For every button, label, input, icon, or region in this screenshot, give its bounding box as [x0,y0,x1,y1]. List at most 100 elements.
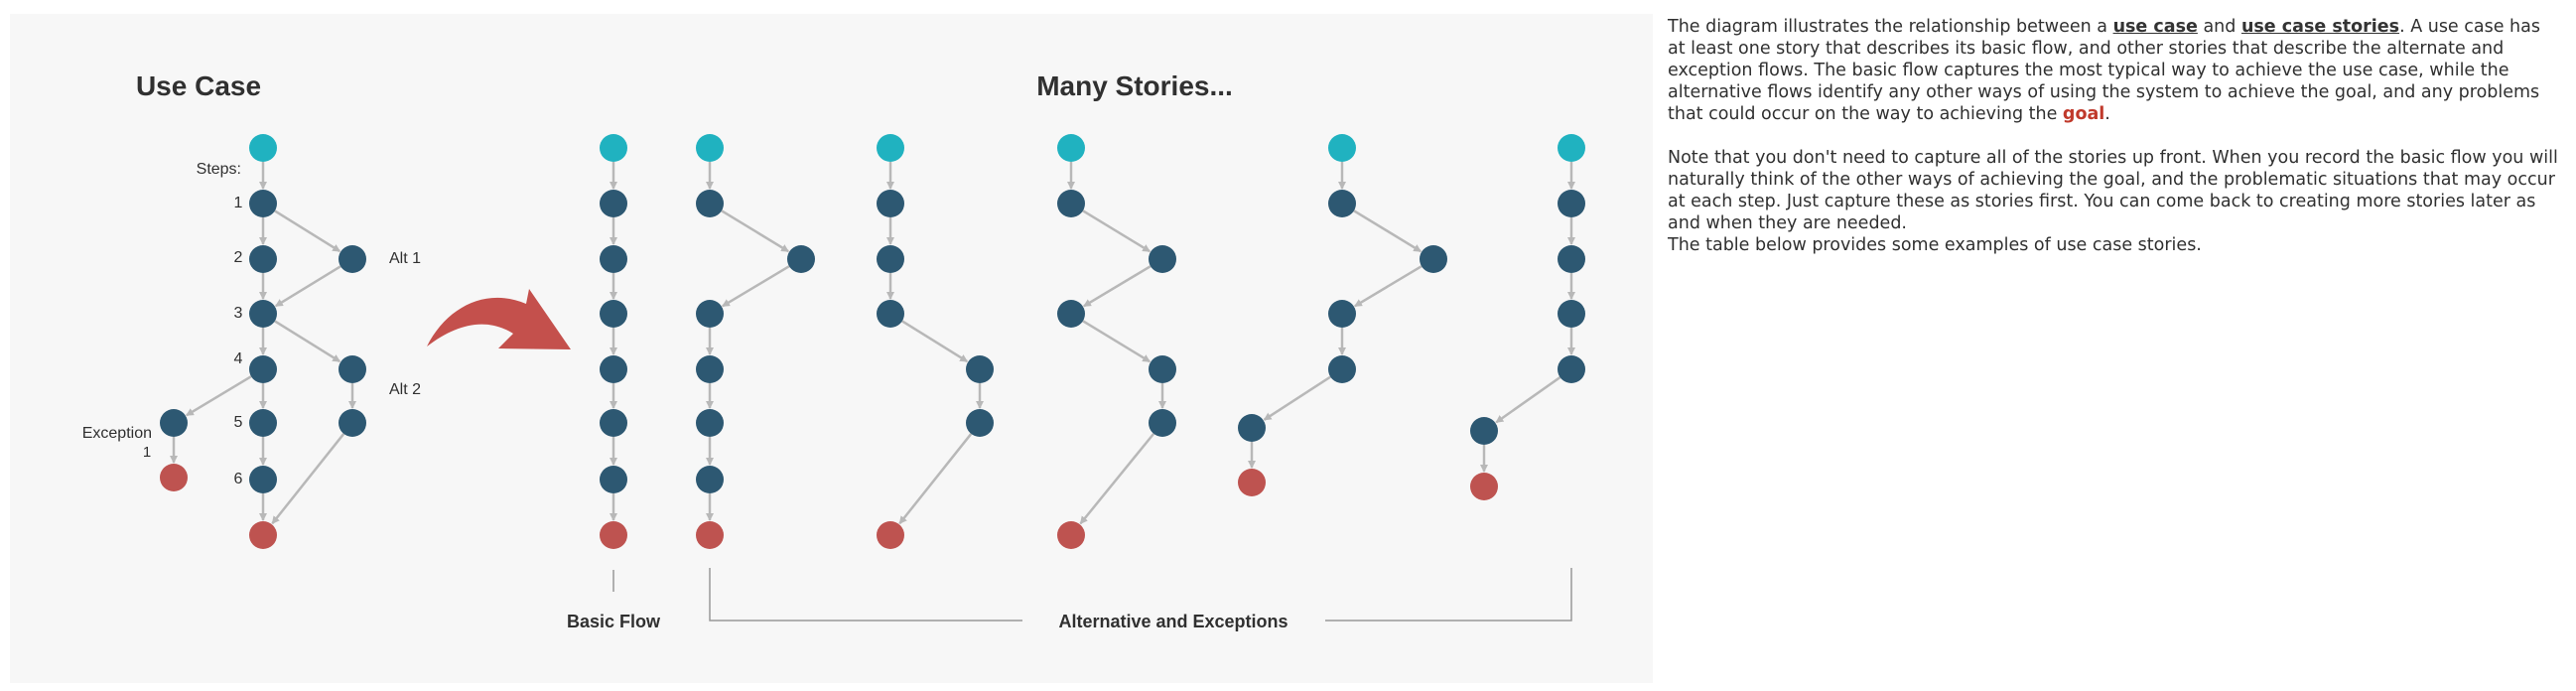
basic-flow-step-node [600,466,627,493]
use-case-step-node [339,355,366,383]
story-4-step-node [1149,409,1176,437]
story-5-connector [1263,375,1331,421]
story-5-end-node [1238,469,1266,496]
p1-and: and [2197,17,2241,37]
story-5-step-node [1238,414,1266,442]
use-case-end-node [249,521,277,549]
story-6-step-node [1558,300,1585,328]
alternatives-bracket [709,568,1572,622]
story-3-step-node [966,409,994,437]
basic-flow-step-node [600,190,627,217]
curved-arrow-icon [427,289,571,349]
step-number-1: 1 [234,195,243,211]
story-2-step-node [696,300,724,328]
use-case-title: Use Case [136,70,261,101]
use-case-stories-link[interactable]: use case stories [2240,17,2400,37]
use-case-step-node [249,409,277,437]
story-3-step-node [877,245,904,273]
story-4-connector [1082,320,1152,363]
story-4-step-node [1057,300,1085,328]
p1-end: . [2104,104,2110,124]
story-2-end-node [696,521,724,549]
use-case-step-node [249,466,277,493]
basic-flow-start-node [600,134,627,162]
use-case-connector [271,433,345,525]
story-3-step-node [877,300,904,328]
story-5-step-node [1420,245,1447,273]
story-5-step-node [1328,300,1356,328]
step-number-5: 5 [234,414,243,431]
use-case-connector [274,320,341,363]
story-3-step-node [966,355,994,383]
description-paragraph-3: The table below provides some examples o… [1668,235,2202,255]
story-6-step-node [1558,355,1585,383]
steps-label: Steps: [197,161,241,178]
story-6-step-node [1470,417,1498,445]
story-6-start-node [1558,134,1585,162]
story-3-connector [901,320,969,363]
story-2-start-node [696,134,724,162]
story-4-step-node [1149,245,1176,273]
step-number-2: 2 [234,249,243,266]
story-4-start-node [1057,134,1085,162]
basic-flow-label: Basic Flow [567,612,661,631]
use-case-link[interactable]: use case [2112,17,2198,37]
use-case-step-node [249,355,277,383]
description-text: The diagram illustrates the relationship… [1668,16,2561,256]
flow-nodes [160,134,1585,549]
story-5-start-node [1328,134,1356,162]
story-5-connector [1353,209,1423,253]
basic-flow-step-node [600,300,627,328]
use-case-start-node [249,134,277,162]
alternatives-label: Alternative and Exceptions [1058,612,1288,631]
story-4-step-node [1057,190,1085,217]
description-paragraph-2: Note that you don't need to capture all … [1668,148,2558,233]
p1-prefix: The diagram illustrates the relationship… [1668,17,2113,37]
goal-highlight: goal [2062,104,2105,124]
story-6-end-node [1470,473,1498,500]
step-number-3: 3 [234,305,243,322]
use-case-step-node [249,300,277,328]
use-case-step-node [249,245,277,273]
basic-flow-step-node [600,409,627,437]
story-2-connector [722,265,790,308]
exception-number: 1 [143,444,151,461]
story-3-step-node [877,190,904,217]
step-number-6: 6 [234,471,243,487]
use-case-step-node [339,245,366,273]
story-2-step-node [696,190,724,217]
story-6-step-node [1558,190,1585,217]
flow-connectors [170,162,1575,525]
story-2-step-node [787,245,815,273]
story-5-step-node [1328,190,1356,217]
story-3-start-node [877,134,904,162]
story-4-connector [1082,209,1152,253]
story-6-connector [1495,376,1561,424]
use-case-diagram: Use Case Many Stories... Steps: 1 2 3 4 … [82,70,1585,631]
story-4-connector [1083,265,1152,308]
diagram-panel: Use Case Many Stories... Steps: 1 2 3 4 … [10,14,1653,683]
use-case-connector [274,265,341,308]
use-case-end-node [160,464,188,491]
basic-flow-step-node [600,245,627,273]
use-case-step-node [160,409,188,437]
story-4-end-node [1057,521,1085,549]
story-3-connector [898,433,973,525]
story-5-step-node [1328,355,1356,383]
alt1-label: Alt 1 [389,250,421,267]
description-paragraph-1: The diagram illustrates the relationship… [1668,16,2561,125]
basic-flow-step-node [600,355,627,383]
story-2-step-node [696,409,724,437]
alt2-label: Alt 2 [389,381,421,398]
use-case-step-node [249,190,277,217]
use-case-connector [186,375,252,417]
use-case-connector [274,209,341,253]
story-5-connector [1354,265,1423,308]
story-4-step-node [1149,355,1176,383]
step-number-4: 4 [234,350,243,367]
basic-flow-end-node [600,521,627,549]
story-2-step-node [696,355,724,383]
story-2-connector [721,209,790,253]
story-2-step-node [696,466,724,493]
story-6-step-node [1558,245,1585,273]
